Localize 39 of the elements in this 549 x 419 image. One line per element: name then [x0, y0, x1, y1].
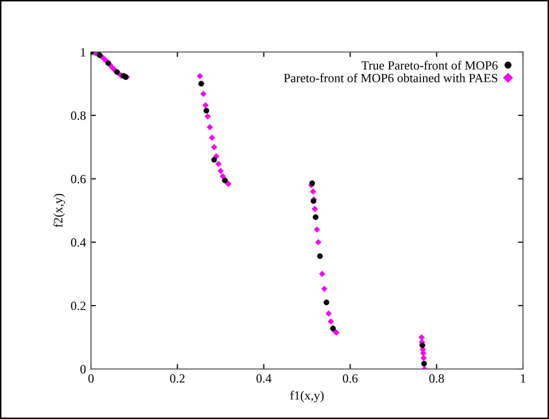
y-tick-label: 1 [80, 48, 86, 56]
legend-label: True Pareto-front of MOP6 [362, 60, 498, 70]
x-tick-label: 0.4 [256, 374, 272, 383]
point [314, 226, 320, 233]
point [310, 188, 316, 195]
point [208, 134, 216, 141]
point [319, 270, 326, 278]
point [196, 72, 203, 80]
point [321, 286, 328, 292]
point [215, 160, 222, 168]
x-tick-label: 0.6 [342, 374, 358, 383]
y-tick-label: 0.4 [70, 238, 86, 247]
x-tick-label: 0.8 [429, 374, 444, 383]
x-tick-label: 0.2 [170, 374, 185, 383]
y-axis-title: f2(x,y) [53, 194, 65, 228]
point [202, 102, 209, 108]
legend-label: Pareto-front of MOP6 obtained with PAES [284, 73, 498, 82]
point [217, 168, 224, 174]
point [325, 310, 332, 317]
point [220, 173, 226, 180]
point [315, 239, 322, 246]
point [312, 206, 318, 212]
point [204, 113, 211, 120]
x-axis-title: f1(x,y) [290, 390, 324, 402]
y-tick-label: 0 [80, 365, 86, 374]
point [96, 52, 102, 58]
point [204, 108, 210, 114]
y-tick-label: 0.2 [70, 302, 86, 310]
y-tick-label: 0.8 [70, 111, 86, 120]
point [328, 318, 334, 325]
x-tick-label: 0 [88, 374, 94, 383]
point [211, 157, 217, 163]
y-tick-label: 0.6 [70, 174, 86, 184]
point [206, 124, 213, 130]
point [211, 144, 218, 150]
point [420, 354, 427, 362]
x-tick-label: 1 [520, 374, 526, 383]
point [418, 334, 425, 340]
point [200, 90, 206, 97]
